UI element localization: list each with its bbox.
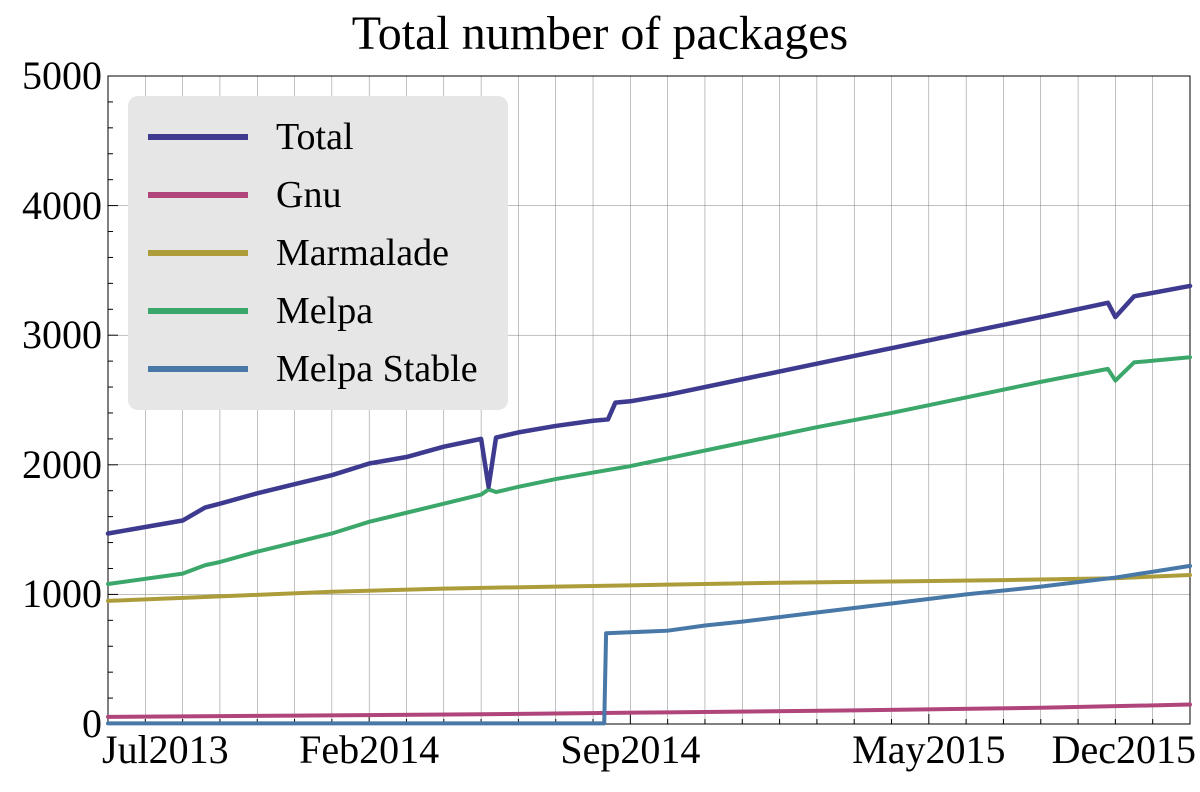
x-tick-label: May2015 [839, 726, 1019, 773]
y-tick-label: 4000 [22, 182, 102, 229]
legend-item: Marmalade [148, 224, 478, 282]
legend-label: Marmalade [276, 231, 449, 275]
legend-swatch [148, 192, 248, 198]
chart-legend: Total Gnu Marmalade Melpa Melpa Stable [128, 96, 508, 410]
x-tick-label: Dec2015 [1016, 726, 1196, 773]
y-tick-label: 5000 [22, 52, 102, 99]
legend-swatch [148, 134, 248, 140]
x-tick-label: Feb2014 [279, 726, 459, 773]
legend-swatch [148, 366, 248, 372]
legend-item: Melpa [148, 282, 478, 340]
y-tick-label: 1000 [22, 570, 102, 617]
y-tick-label: 0 [82, 700, 102, 747]
legend-item: Melpa Stable [148, 340, 478, 398]
legend-label: Total [276, 115, 354, 159]
legend-label: Gnu [276, 173, 341, 217]
legend-label: Melpa [276, 289, 373, 333]
x-tick-label: Sep2014 [540, 726, 720, 773]
series-gnu [108, 705, 1190, 717]
series-melpa-stable [108, 566, 1190, 723]
x-tick-label: Jul2013 [102, 726, 282, 773]
legend-item: Total [148, 108, 478, 166]
legend-swatch [148, 250, 248, 256]
legend-item: Gnu [148, 166, 478, 224]
legend-label: Melpa Stable [276, 347, 478, 391]
y-tick-label: 3000 [22, 311, 102, 358]
legend-swatch [148, 308, 248, 314]
y-tick-label: 2000 [22, 441, 102, 488]
chart-container: Total number of packages TotalGnuMarmala… [0, 0, 1200, 792]
